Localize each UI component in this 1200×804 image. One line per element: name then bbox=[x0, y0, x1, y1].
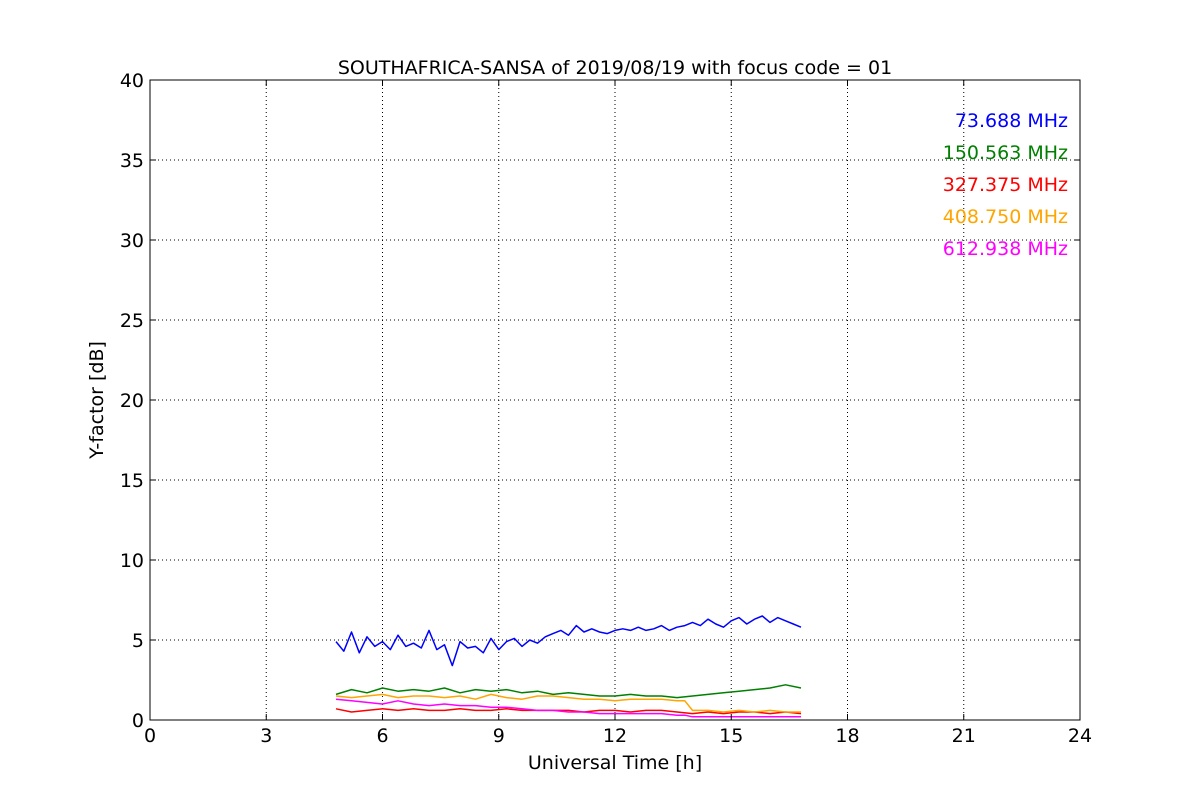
series-line bbox=[335, 684, 802, 699]
y-tick-label: 40 bbox=[120, 70, 144, 92]
x-tick-label: 12 bbox=[603, 725, 627, 747]
y-tick-label: 30 bbox=[120, 230, 144, 252]
x-tick-label: 21 bbox=[952, 725, 976, 747]
legend-entry: 327.375 MHz bbox=[943, 174, 1068, 196]
series-line bbox=[335, 693, 801, 713]
series-line bbox=[335, 708, 802, 715]
y-tick-label: 25 bbox=[120, 310, 144, 332]
chart-title: SOUTHAFRICA-SANSA of 2019/08/19 with foc… bbox=[338, 57, 892, 79]
plot-series bbox=[335, 615, 802, 718]
y-axis-label: Y-factor [dB] bbox=[86, 341, 108, 460]
legend-entry: 408.750 MHz bbox=[943, 206, 1068, 228]
x-tick-label: 6 bbox=[376, 725, 388, 747]
x-tick-label: 15 bbox=[719, 725, 743, 747]
grid-lines bbox=[150, 80, 1080, 720]
y-tick-label: 10 bbox=[120, 550, 144, 572]
legend: 73.688 MHz 150.563 MHz 327.375 MHz 408.750 … bbox=[943, 110, 1068, 260]
y-tick-label: 0 bbox=[132, 710, 144, 732]
x-axis-label: Universal Time [h] bbox=[528, 752, 702, 774]
legend-entry: 150.563 MHz bbox=[943, 142, 1068, 164]
legend-entry: 612.938 MHz bbox=[943, 238, 1068, 260]
y-tick-label: 15 bbox=[120, 470, 144, 492]
x-tick-label: 18 bbox=[835, 725, 859, 747]
x-tick-label: 0 bbox=[144, 725, 156, 747]
x-tick-label: 3 bbox=[260, 725, 272, 747]
x-tick-label: 24 bbox=[1068, 725, 1092, 747]
y-tick-label: 35 bbox=[120, 150, 144, 172]
legend-entry: 73.688 MHz bbox=[955, 110, 1068, 132]
x-tick-label: 9 bbox=[493, 725, 505, 747]
series-line bbox=[335, 615, 802, 667]
y-tick-label: 20 bbox=[120, 390, 144, 412]
y-tick-label: 5 bbox=[132, 630, 144, 652]
axis-ticks: 0 3 6 9 12 15 18 21 24 0 5 10 15 20 25 30 35 40 bbox=[120, 70, 1092, 747]
series-line bbox=[335, 698, 801, 718]
